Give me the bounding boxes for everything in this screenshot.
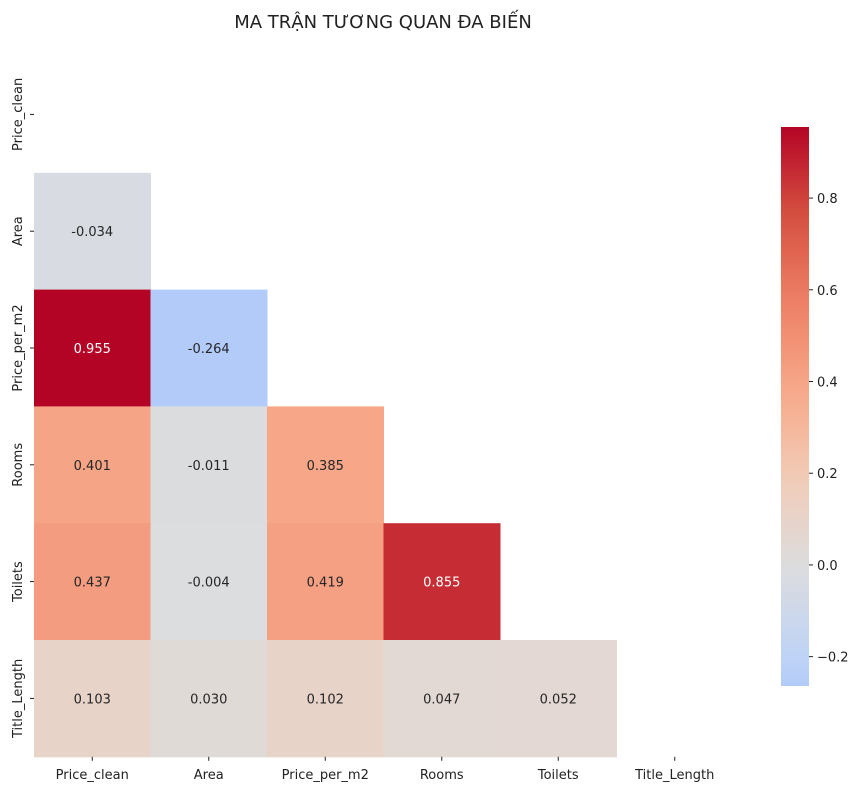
colorbar-ticks: −0.2 0.0 0.2 0.4 0.6 0.8 [809, 192, 849, 666]
cell-value-label: 0.855 [423, 576, 460, 591]
colorbar-tick-label: 0.4 [817, 376, 838, 391]
heatmap-cell-Area-Price_clean [34, 172, 151, 291]
heatmap-cell-Toilets-Price_clean [34, 523, 151, 641]
cell-value-label: -0.264 [188, 342, 230, 357]
heatmap-cell-Price_per_m2-Area [150, 289, 268, 407]
y-tick-label-Rooms: Rooms [11, 443, 26, 487]
heatmap-cell-Rooms-Area [150, 406, 268, 524]
y-axis: Price_clean Area Price_per_m2 Rooms Toilets T… [11, 78, 34, 739]
y-tick-label-Toilets: Toilets [11, 561, 26, 603]
cell-value-label: -0.011 [188, 459, 230, 474]
cell-value-label: 0.401 [74, 459, 111, 474]
cell-value-label: 0.419 [307, 576, 344, 591]
cell-value-label: 0.385 [307, 459, 344, 474]
colorbar-tick-label: 0.8 [817, 192, 838, 207]
x-tick-label-Title_Length: Title_Length [634, 768, 714, 783]
y-tick-label-Title_Length: Title_Length [11, 659, 26, 739]
cell-value-label: -0.004 [188, 576, 230, 591]
x-axis: Price_clean Area Price_per_m2 Rooms Toilets T… [56, 756, 714, 783]
colorbar-gradient [781, 127, 809, 686]
heatmap-cell-Title_Length-Toilets [500, 640, 617, 758]
cell-value-label: 0.047 [423, 692, 460, 707]
cell-value-label: 0.955 [74, 342, 111, 357]
colorbar: −0.2 0.0 0.2 0.4 0.6 0.8 [781, 127, 849, 686]
colorbar-tick-label: 0.0 [817, 559, 838, 574]
heatmap-cell-Rooms-Price_clean [34, 406, 151, 524]
x-tick-label-Price_per_m2: Price_per_m2 [282, 768, 369, 783]
cell-value-label: 0.102 [307, 692, 344, 707]
cell-value-label: 0.052 [540, 692, 577, 707]
y-tick-label-Price_per_m2: Price_per_m2 [11, 304, 26, 391]
x-tick-label-Area: Area [194, 768, 224, 783]
heatmap-cell-Title_Length-Rooms [383, 640, 501, 758]
heatmap-cells: -0.034 0.955 -0.264 0.401 -0.011 0.385 0.437 -0… [34, 172, 617, 758]
heatmap-cell-Toilets-Area [150, 523, 268, 641]
y-tick-label-Area: Area [11, 216, 26, 246]
cell-value-label: 0.437 [74, 576, 111, 591]
colorbar-tick-label: −0.2 [817, 651, 849, 666]
heatmap-cell-Toilets-Price_per_m2 [267, 523, 384, 641]
heatmap-cell-Title_Length-Price_per_m2 [267, 640, 384, 758]
heatmap-cell-Toilets-Rooms [383, 523, 501, 641]
y-tick-label-Price_clean: Price_clean [11, 78, 26, 151]
heatmap-cell-Rooms-Price_per_m2 [267, 406, 384, 524]
heatmap-cell-Title_Length-Price_clean [34, 640, 151, 758]
cell-value-label: 0.030 [190, 692, 227, 707]
colorbar-tick-label: 0.2 [817, 467, 838, 482]
x-tick-label-Price_clean: Price_clean [56, 768, 129, 783]
x-tick-label-Rooms: Rooms [420, 768, 464, 783]
heatmap-cell-Title_Length-Area [150, 640, 268, 758]
cell-value-label: 0.103 [74, 692, 111, 707]
x-tick-label-Toilets: Toilets [537, 768, 579, 783]
chart-title: MA TRẬN TƯƠNG QUAN ĐA BIẾN [234, 9, 532, 33]
cell-value-label: -0.034 [71, 225, 113, 240]
colorbar-tick-label: 0.6 [817, 284, 838, 299]
heatmap-cell-Price_per_m2-Price_clean [34, 289, 151, 407]
